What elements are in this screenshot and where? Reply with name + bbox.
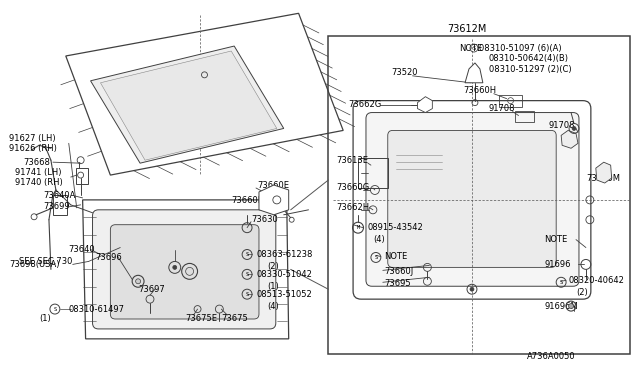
Text: 91627 (LH): 91627 (LH) xyxy=(10,134,56,143)
Text: 73698(USA): 73698(USA) xyxy=(10,260,60,269)
Text: 73660G: 73660G xyxy=(336,183,369,192)
Text: 91741 (LH): 91741 (LH) xyxy=(15,168,61,177)
Text: 91740 (RH): 91740 (RH) xyxy=(15,177,63,186)
Text: 73660E: 73660E xyxy=(257,180,289,189)
Text: 73675E: 73675E xyxy=(186,314,218,324)
Text: 08320-40642: 08320-40642 xyxy=(568,276,624,285)
Text: 08513-51052: 08513-51052 xyxy=(257,290,313,299)
Polygon shape xyxy=(66,13,343,175)
Text: 73662G: 73662G xyxy=(348,100,381,109)
FancyBboxPatch shape xyxy=(110,225,259,319)
Polygon shape xyxy=(465,63,483,83)
Text: 08330-51042: 08330-51042 xyxy=(257,270,313,279)
Text: 73520: 73520 xyxy=(392,68,418,77)
Text: NOTE: NOTE xyxy=(459,44,483,52)
Text: 91696M: 91696M xyxy=(544,302,578,311)
Text: 73660J: 73660J xyxy=(384,267,413,276)
FancyBboxPatch shape xyxy=(388,131,556,267)
Text: 73695: 73695 xyxy=(384,279,410,288)
Bar xyxy=(53,195,67,215)
Text: 73630: 73630 xyxy=(251,215,278,224)
Text: 73668: 73668 xyxy=(23,158,50,167)
Text: A736A0050: A736A0050 xyxy=(527,352,575,361)
Text: 73662H: 73662H xyxy=(336,203,369,212)
Text: 08310-51097 (6)(A): 08310-51097 (6)(A) xyxy=(479,44,561,52)
Polygon shape xyxy=(259,185,289,215)
Text: (1): (1) xyxy=(267,282,278,291)
Bar xyxy=(515,110,534,122)
Text: (2): (2) xyxy=(267,262,278,271)
Text: 73697: 73697 xyxy=(138,285,165,294)
Text: 73640: 73640 xyxy=(68,245,95,254)
Text: S: S xyxy=(559,280,563,285)
Text: 73660H: 73660H xyxy=(463,86,496,95)
Text: NOTE: NOTE xyxy=(544,235,568,244)
Text: 73613E: 73613E xyxy=(336,156,368,165)
Polygon shape xyxy=(417,97,433,113)
Polygon shape xyxy=(83,200,289,339)
Text: S: S xyxy=(53,307,56,312)
Bar xyxy=(328,36,630,354)
Text: 91708: 91708 xyxy=(548,121,575,130)
Text: S: S xyxy=(246,272,249,277)
Text: 73675: 73675 xyxy=(221,314,248,324)
Polygon shape xyxy=(100,51,277,160)
Text: 91708: 91708 xyxy=(489,104,515,113)
Text: S: S xyxy=(246,292,249,297)
Polygon shape xyxy=(90,46,284,163)
Polygon shape xyxy=(596,162,612,183)
Text: 73660F▶: 73660F▶ xyxy=(231,195,269,204)
Circle shape xyxy=(470,287,474,291)
Text: NOTE: NOTE xyxy=(384,252,407,261)
Text: S: S xyxy=(374,255,378,260)
Text: 08310-51297 (2)(C): 08310-51297 (2)(C) xyxy=(489,65,572,74)
Circle shape xyxy=(568,304,573,309)
Text: S: S xyxy=(246,252,249,257)
Text: SEE SEC.730: SEE SEC.730 xyxy=(19,257,72,266)
FancyBboxPatch shape xyxy=(366,113,579,286)
Text: 73699: 73699 xyxy=(43,202,70,211)
Circle shape xyxy=(572,126,576,131)
Text: 73660M: 73660M xyxy=(586,174,620,183)
Text: 73612M: 73612M xyxy=(447,24,486,34)
Text: 08310-50642(4)(B): 08310-50642(4)(B) xyxy=(489,54,569,64)
Text: (2): (2) xyxy=(576,288,588,297)
Text: 08915-43542: 08915-43542 xyxy=(368,223,424,232)
Text: (4): (4) xyxy=(373,235,385,244)
Bar xyxy=(499,95,522,107)
Polygon shape xyxy=(561,131,578,148)
Text: 08310-61497: 08310-61497 xyxy=(68,305,125,314)
Circle shape xyxy=(136,279,141,284)
Bar xyxy=(358,158,388,188)
Circle shape xyxy=(173,265,177,269)
FancyBboxPatch shape xyxy=(353,101,591,299)
Text: 91626 (RH): 91626 (RH) xyxy=(10,144,57,153)
Text: (4): (4) xyxy=(267,302,278,311)
Text: (1): (1) xyxy=(39,314,51,324)
Text: 08363-61238: 08363-61238 xyxy=(257,250,314,259)
Bar xyxy=(76,168,88,184)
Circle shape xyxy=(186,267,193,275)
Text: 73696: 73696 xyxy=(95,253,122,262)
Text: 91696: 91696 xyxy=(544,260,571,269)
Text: 73640A: 73640A xyxy=(43,192,76,201)
FancyBboxPatch shape xyxy=(93,210,276,329)
Text: M: M xyxy=(356,225,360,230)
Text: S: S xyxy=(472,45,476,51)
